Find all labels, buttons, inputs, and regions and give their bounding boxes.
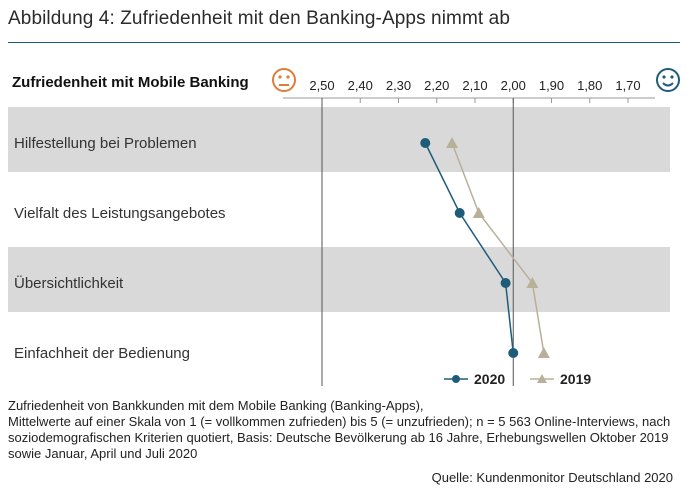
data-point-2019 xyxy=(537,347,550,358)
legend-marker-2019 xyxy=(537,374,547,383)
tick-label: 2,00 xyxy=(501,78,526,93)
chart-title: Abbildung 4: Zufriedenheit mit den Banki… xyxy=(8,8,510,29)
chart-notes: Zufriedenheit von Bankkunden mit dem Mob… xyxy=(8,398,680,462)
series-line-2020 xyxy=(424,142,514,354)
data-point-2019 xyxy=(526,277,539,288)
data-point-2019 xyxy=(446,137,459,148)
series-line-2019 xyxy=(451,142,545,354)
legend-label-2019: 2019 xyxy=(560,371,591,387)
tick-label: 1,70 xyxy=(615,78,640,93)
category-label: Einfachheit der Bedienung xyxy=(14,345,190,362)
category-label: Übersichtlichkeit xyxy=(14,274,124,292)
source-note: Quelle: Kundenmonitor Deutschland 2020 xyxy=(431,470,673,485)
tick-label: 2,30 xyxy=(386,78,411,93)
data-point-2019 xyxy=(472,207,485,218)
tick-label: 2,20 xyxy=(424,78,449,93)
chart: 2,50 2,40 2,30 2,20 2,10 2,00 1,90 1,80 1,70 Hil… xyxy=(8,68,680,387)
tick-label: 1,80 xyxy=(577,78,602,93)
data-point-2020 xyxy=(508,348,519,358)
category-band xyxy=(8,247,670,312)
legend-marker-2020 xyxy=(452,375,460,383)
tick-label: 2,50 xyxy=(309,78,334,93)
category-label: Hilfestellung bei Problemen xyxy=(14,135,197,152)
category-label: Vielfalt des Leistungsangebotes xyxy=(14,205,226,222)
legend-label-2020: 2020 xyxy=(474,371,505,387)
tick-label: 2,10 xyxy=(462,78,487,93)
title-rule xyxy=(8,42,680,43)
data-point-2020 xyxy=(500,278,511,288)
smiley-face-icon xyxy=(656,68,680,92)
data-point-2020 xyxy=(454,208,465,218)
neutral-face-icon xyxy=(272,68,296,92)
category-band xyxy=(8,107,670,172)
notes-line-1: Zufriedenheit von Bankkunden mit dem Mob… xyxy=(8,398,424,413)
tick-label: 1,90 xyxy=(539,78,564,93)
tick-label: 2,40 xyxy=(348,78,373,93)
data-point-2020 xyxy=(420,138,431,148)
y-axis-title: Zufriedenheit mit Mobile Banking xyxy=(12,74,249,91)
notes-line-2: Mittelwerte auf einer Skala von 1 (= vol… xyxy=(8,414,671,461)
